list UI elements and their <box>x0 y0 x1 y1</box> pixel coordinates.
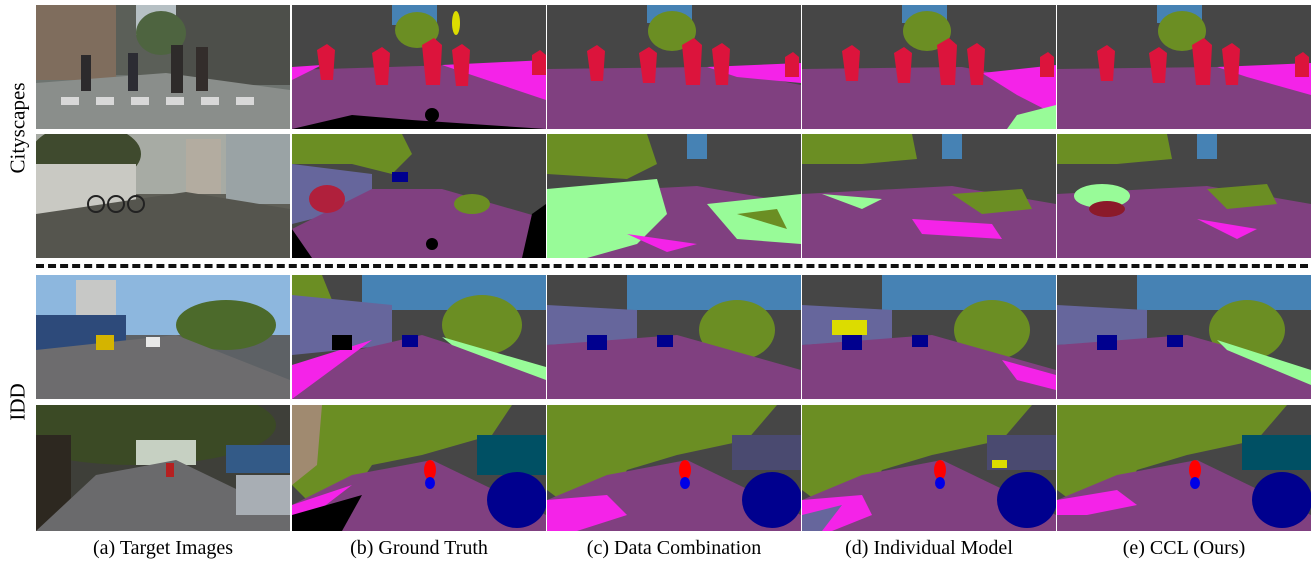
row-label-cityscapes: Cityscapes <box>5 82 30 174</box>
ccl-idd-1 <box>1057 275 1311 399</box>
col-label-ccl-ours: (e) CCL (Ours) <box>1122 537 1246 559</box>
individual-model-cityscapes-1 <box>802 5 1056 129</box>
row-label-idd: IDD <box>5 383 30 421</box>
dataset-divider <box>36 264 1308 268</box>
ccl-idd-2 <box>1057 405 1311 531</box>
data-combination-idd-1 <box>547 275 801 399</box>
individual-model-idd-1 <box>802 275 1056 399</box>
ccl-cityscapes-1 <box>1057 5 1311 129</box>
ccl-cityscapes-2 <box>1057 134 1311 258</box>
target-image-idd-1 <box>36 275 290 399</box>
col-label-target-images: (a) Target Images <box>92 537 234 559</box>
col-label-individual-model: (d) Individual Model <box>845 537 1013 559</box>
data-combination-cityscapes-2 <box>547 134 801 258</box>
individual-model-cityscapes-2 <box>802 134 1056 258</box>
col-label-data-combination: (c) Data Combination <box>586 537 762 559</box>
target-image-cityscapes-2 <box>36 134 290 258</box>
ground-truth-idd-1 <box>292 275 546 399</box>
individual-model-idd-2 <box>802 405 1056 531</box>
ground-truth-idd-2 <box>292 405 546 531</box>
target-image-cityscapes-1 <box>36 5 290 129</box>
data-combination-cityscapes-1 <box>547 5 801 129</box>
ground-truth-cityscapes-2 <box>292 134 546 258</box>
col-label-ground-truth: (b) Ground Truth <box>350 537 488 559</box>
target-image-idd-2 <box>36 405 290 531</box>
ground-truth-cityscapes-1 <box>292 5 546 129</box>
data-combination-idd-2 <box>547 405 801 531</box>
